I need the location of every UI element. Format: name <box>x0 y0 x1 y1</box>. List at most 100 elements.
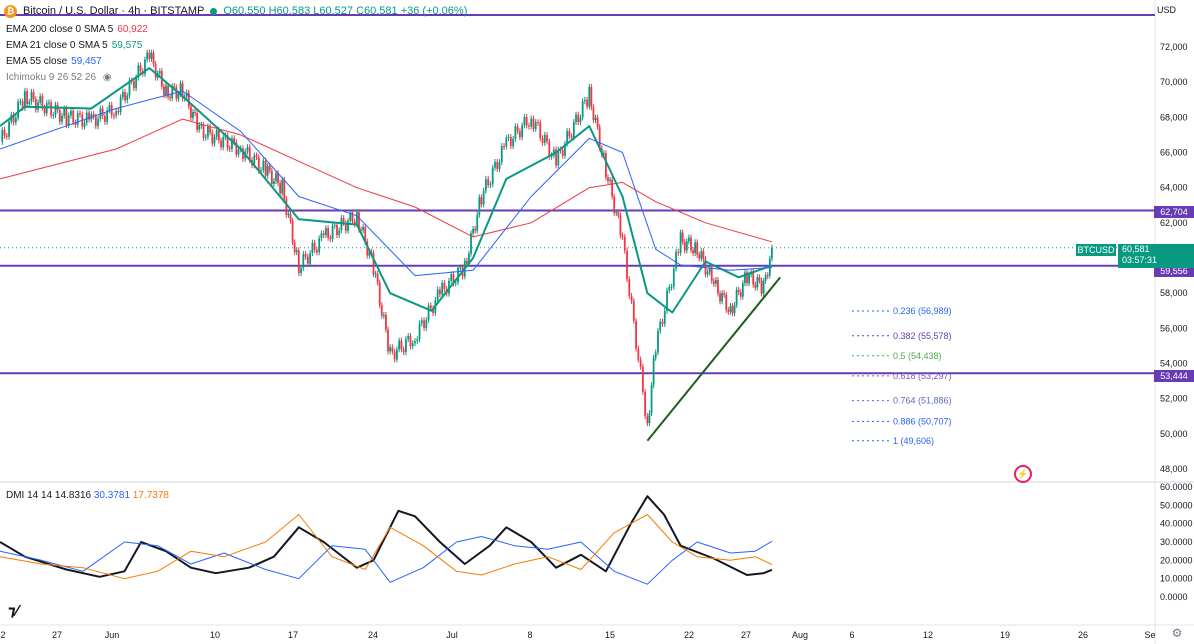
candle-body <box>450 274 453 281</box>
candle-body <box>115 110 118 116</box>
candle-body <box>266 166 269 176</box>
time-tick-label: 12 <box>923 630 933 640</box>
candle-body <box>329 237 332 240</box>
candle-body <box>719 293 721 302</box>
settings-gear-icon[interactable]: ⚙ <box>1171 626 1183 640</box>
candle-body <box>739 292 742 297</box>
support-trendline <box>646 276 781 442</box>
candle-body <box>356 212 358 225</box>
candle-body <box>70 110 72 116</box>
candle-body <box>679 232 682 253</box>
dmi-tick-label: 40.0000 <box>1160 519 1193 529</box>
candle-body <box>685 241 688 251</box>
candle-body <box>283 179 286 200</box>
candle-body <box>237 149 240 155</box>
candle-body <box>648 413 651 424</box>
candle-body <box>657 330 659 353</box>
candle-body <box>313 242 316 250</box>
legend-ema21[interactable]: EMA 21 close 0 SMA 5 59,575 <box>6 40 142 51</box>
candle-body <box>409 335 412 347</box>
candle-body <box>650 385 653 414</box>
candle-body <box>108 104 111 111</box>
candle-body <box>766 275 769 277</box>
price-tick-label: 64,000 <box>1160 183 1188 193</box>
candle-body <box>72 110 75 123</box>
tradingview-logo[interactable]: ⁊⁄ <box>8 602 19 620</box>
candle-body <box>588 86 591 107</box>
candle-body <box>714 279 717 284</box>
candle-body <box>581 101 584 118</box>
candle-body <box>528 125 530 127</box>
dmi-adx-value: 14.8316 <box>54 490 92 501</box>
time-tick-label: 26 <box>1078 630 1088 640</box>
candle-body <box>725 294 728 311</box>
symbol-title[interactable]: Bitcoin / U.S. Dollar · 4h · BITSTAMP <box>23 5 205 17</box>
candle-body <box>762 280 765 294</box>
candle-body <box>94 116 97 127</box>
legend-ema55[interactable]: EMA 55 close 59,457 <box>6 56 102 67</box>
candle-body <box>316 249 318 253</box>
candle-body <box>198 125 201 130</box>
candle-body <box>746 272 748 284</box>
candle-body <box>566 131 569 144</box>
candle-body <box>39 96 42 103</box>
legend-ichimoku[interactable]: Ichimoku 9 26 52 26 ◉ <box>6 72 112 83</box>
candle-body <box>126 95 129 101</box>
currency-label[interactable]: USD <box>1156 5 1176 15</box>
candle-body <box>523 117 526 126</box>
candle-body <box>106 110 109 122</box>
fib-level-label: 0.618 (53,297) <box>893 371 952 381</box>
fib-level-label: 0.5 (54,438) <box>893 351 942 361</box>
replay-icon[interactable]: ⚡ <box>1014 465 1032 483</box>
candle-body <box>721 293 723 302</box>
candle-body <box>150 52 153 59</box>
candle-body <box>628 279 631 296</box>
candle-body <box>681 232 684 242</box>
candle-body <box>196 113 199 130</box>
candle-body <box>360 229 362 231</box>
candle-body <box>741 283 744 297</box>
candle-body <box>480 197 483 205</box>
candle-body <box>548 141 551 157</box>
time-tick-label: 8 <box>527 630 532 640</box>
candle-body <box>344 222 347 231</box>
candle-body <box>764 275 767 281</box>
candle-body <box>378 282 381 306</box>
level-tag-59556: 59,556 <box>1154 265 1194 277</box>
candle-body <box>675 251 677 269</box>
candle-body <box>539 122 542 139</box>
current-price: 60,581 <box>1122 244 1150 254</box>
candle-body <box>496 162 499 170</box>
candle-body <box>331 225 334 240</box>
candle-body <box>190 106 192 118</box>
candle-body <box>213 137 216 144</box>
candle-body <box>727 310 730 312</box>
candle-body <box>534 122 537 129</box>
candle-body <box>103 116 106 122</box>
legend-ema200[interactable]: EMA 200 close 0 SMA 5 60,922 <box>6 24 148 35</box>
candle-body <box>592 107 595 121</box>
candle-body <box>472 228 474 234</box>
eye-hidden-icon[interactable]: ◉ <box>102 72 112 83</box>
fib-level-label: 0.382 (55,578) <box>893 331 952 341</box>
candle-body <box>289 213 292 221</box>
candle-body <box>92 114 95 117</box>
price-tick-label: 62,000 <box>1160 218 1188 228</box>
candle-body <box>242 148 244 159</box>
candle-body <box>561 150 564 156</box>
candle-body <box>441 282 444 295</box>
candle-body <box>382 314 385 316</box>
candle-body <box>171 86 174 99</box>
candle-body <box>273 180 275 184</box>
dmi-legend[interactable]: DMI 14 14 14.8316 30.3781 17.7378 <box>6 490 169 501</box>
countdown-timer: 03:57:31 <box>1122 255 1158 265</box>
time-tick-label: 10 <box>210 630 220 640</box>
candle-body <box>5 135 8 137</box>
price-tick-label: 48,000 <box>1160 464 1188 474</box>
candle-body <box>58 110 61 122</box>
candle-body <box>537 122 539 124</box>
legend-ema200-value: 60,922 <box>117 24 148 35</box>
candle-body <box>275 173 277 181</box>
candle-body <box>119 97 122 113</box>
